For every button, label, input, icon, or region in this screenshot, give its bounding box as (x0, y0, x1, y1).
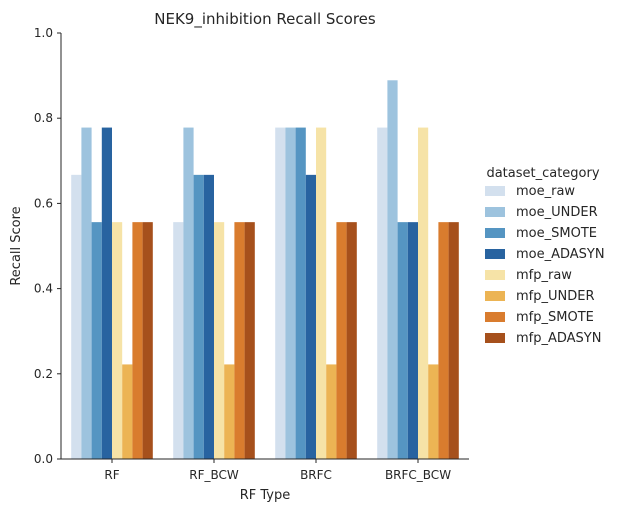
bar (336, 222, 347, 459)
bar (81, 127, 92, 460)
bar (418, 127, 429, 460)
legend-label: moe_UNDER (516, 205, 598, 220)
bar (214, 222, 225, 459)
y-tick-label: 0.2 (34, 367, 53, 381)
x-tick-label: RF_BCW (189, 468, 239, 482)
bar (387, 80, 398, 459)
y-axis: 0.0 0.2 0.4 0.6 0.8 1.0 (34, 26, 62, 466)
bar (183, 127, 194, 460)
bar (234, 222, 245, 459)
y-tick-label: 0.6 (34, 196, 53, 210)
legend-swatch (485, 312, 505, 322)
bar (112, 222, 123, 459)
y-tick-label: 0.8 (34, 111, 53, 125)
legend-title: dataset_category (486, 166, 599, 181)
x-tick-label: BRFC_BCW (385, 468, 451, 482)
bar (326, 364, 337, 459)
legend-swatch (485, 207, 505, 217)
legend: dataset_category moe_raw moe_UNDER moe_SMO… (485, 166, 605, 346)
bar (101, 127, 112, 460)
bar (438, 222, 449, 459)
bar (377, 127, 388, 460)
bar (142, 222, 153, 459)
bar (244, 222, 255, 459)
legend-swatch (485, 228, 505, 238)
legend-label: mfp_raw (516, 268, 572, 283)
bar (203, 174, 214, 459)
legend-label: moe_raw (516, 184, 575, 199)
bar (275, 127, 286, 460)
legend-label: mfp_ADASYN (516, 331, 601, 346)
bar (448, 222, 459, 459)
legend-swatch (485, 291, 505, 301)
bar (428, 364, 439, 459)
legend-swatch (485, 186, 505, 196)
bar (71, 174, 82, 459)
y-axis-label: Recall Score (9, 206, 24, 285)
bar (173, 222, 184, 459)
x-tick-label: BRFC (300, 468, 332, 482)
bar (132, 222, 143, 459)
y-tick-label: 0.4 (34, 282, 53, 296)
y-tick-label: 0.0 (34, 452, 53, 466)
legend-swatch (485, 333, 505, 343)
chart-title: NEK9_inhibition Recall Scores (154, 10, 376, 29)
x-tick-label: RF (104, 468, 119, 482)
bar (346, 222, 357, 459)
legend-label: moe_SMOTE (516, 226, 597, 241)
bar-group (71, 80, 459, 460)
bar (285, 127, 296, 460)
x-axis: RF RF_BCW BRFC BRFC_BCW (61, 458, 469, 482)
legend-swatch (485, 249, 505, 259)
legend-label: moe_ADASYN (516, 247, 605, 262)
legend-swatch (485, 270, 505, 280)
bar (397, 222, 408, 459)
x-axis-label: RF Type (240, 488, 291, 503)
y-tick-label: 1.0 (34, 26, 53, 40)
bar (122, 364, 133, 459)
bar (193, 174, 204, 459)
bar (224, 364, 235, 459)
bar (305, 174, 316, 459)
legend-label: mfp_SMOTE (516, 310, 594, 325)
bar (407, 222, 418, 459)
bar (295, 127, 306, 460)
legend-label: mfp_UNDER (516, 289, 595, 304)
bar (316, 127, 327, 460)
bar (91, 222, 102, 459)
